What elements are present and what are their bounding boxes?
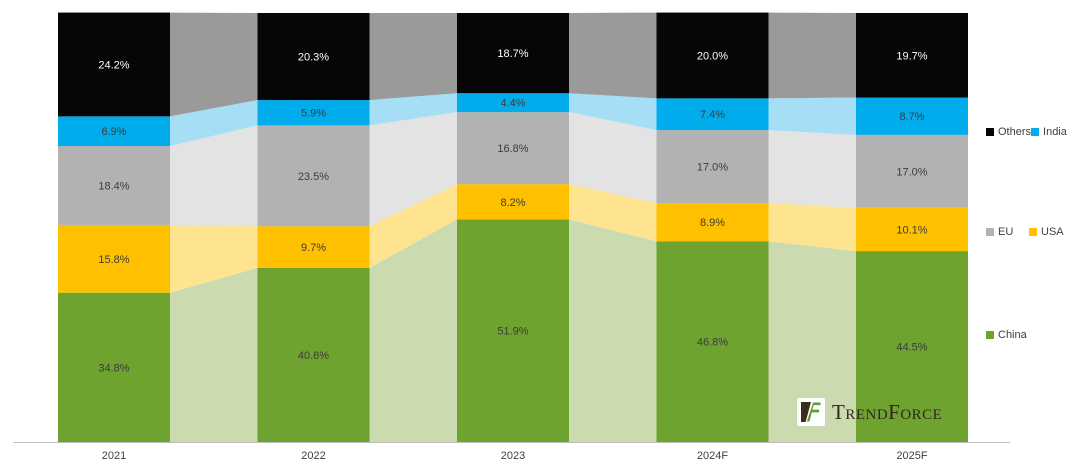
legend-swatch-eu bbox=[986, 228, 994, 236]
bar-segment-others-2021 bbox=[58, 12, 170, 117]
data-label-others-2023: 18.7% bbox=[497, 48, 528, 60]
flow-connector-china bbox=[369, 219, 457, 442]
bar-segment-china-2023 bbox=[457, 219, 569, 442]
legend-item-eu: EU bbox=[986, 226, 1029, 238]
data-label-india-2022: 5.9% bbox=[301, 108, 326, 120]
legend-item-china: China bbox=[986, 329, 1029, 341]
data-label-others-2025f: 19.7% bbox=[896, 50, 927, 62]
flow-connector-india bbox=[569, 93, 657, 131]
data-label-others-2024f: 20.0% bbox=[697, 50, 728, 62]
flow-connector-usa bbox=[569, 184, 657, 242]
bar-segment-usa-2021 bbox=[58, 224, 170, 293]
flow-connector-usa bbox=[768, 203, 856, 252]
data-label-india-2023: 4.4% bbox=[500, 98, 525, 110]
legend-label-usa: USA bbox=[1041, 226, 1064, 238]
legend-swatch-china bbox=[986, 331, 994, 339]
flow-connector-usa bbox=[170, 224, 258, 293]
bar-segment-usa-2025f bbox=[856, 207, 968, 252]
data-label-china-2025f: 44.5% bbox=[896, 342, 927, 354]
bar-segment-china-2021 bbox=[58, 292, 170, 442]
trendforce-logo-icon bbox=[797, 398, 825, 426]
data-label-india-2024f: 7.4% bbox=[700, 109, 725, 121]
data-label-china-2021: 34.8% bbox=[98, 362, 129, 374]
legend-swatch-usa bbox=[1029, 228, 1037, 236]
bar-segment-india-2021 bbox=[58, 116, 170, 146]
bar-segment-eu-2025f bbox=[856, 134, 968, 208]
legend-row-2: EU USA bbox=[986, 224, 1072, 240]
flow-connector-china bbox=[768, 241, 856, 442]
flow-connector-india bbox=[369, 93, 457, 126]
bar-segment-others-2024f bbox=[656, 12, 769, 99]
data-label-india-2021: 6.9% bbox=[101, 126, 126, 138]
data-label-eu-2024f: 17.0% bbox=[697, 162, 728, 174]
x-axis-label-2021: 2021 bbox=[102, 450, 126, 462]
bar-segment-others-2025f bbox=[856, 13, 968, 98]
bar-segment-eu-2021 bbox=[58, 145, 170, 225]
legend-item-india: India bbox=[1031, 126, 1074, 138]
bar-segment-usa-2022 bbox=[257, 226, 370, 268]
legend-row-1: Others India bbox=[986, 124, 1074, 140]
flow-connector-eu bbox=[768, 130, 856, 208]
flow-connector-others bbox=[369, 13, 457, 101]
data-label-others-2022: 20.3% bbox=[298, 52, 329, 64]
flow-connector-others bbox=[768, 12, 856, 99]
bar-segment-eu-2023 bbox=[457, 112, 569, 185]
bar-segment-china-2024f bbox=[656, 241, 769, 442]
data-label-china-2023: 51.9% bbox=[497, 326, 528, 338]
data-label-eu-2023: 16.8% bbox=[497, 143, 528, 155]
chart-legend: Others India EU USA China bbox=[986, 0, 1080, 471]
data-label-eu-2022: 23.5% bbox=[298, 171, 329, 183]
bar-segment-eu-2022 bbox=[257, 125, 370, 227]
data-label-others-2021: 24.2% bbox=[98, 59, 129, 71]
data-label-usa-2024f: 8.9% bbox=[700, 217, 725, 229]
legend-swatch-india bbox=[1031, 128, 1040, 136]
legend-item-usa: USA bbox=[1029, 226, 1072, 238]
x-axis-label-2024f: 2024F bbox=[697, 450, 728, 462]
bar-segment-others-2023 bbox=[457, 13, 569, 94]
legend-label-eu: EU bbox=[998, 226, 1014, 238]
data-label-india-2025f: 8.7% bbox=[899, 111, 924, 123]
legend-swatch-others bbox=[986, 128, 994, 136]
flow-connector-eu bbox=[369, 112, 457, 227]
bar-segment-china-2022 bbox=[257, 267, 370, 442]
bar-segment-india-2022 bbox=[257, 100, 370, 126]
flow-connector-eu bbox=[170, 125, 258, 227]
legend-row-3: China bbox=[986, 327, 1029, 343]
legend-label-china: China bbox=[998, 329, 1027, 341]
x-axis-label-2022: 2022 bbox=[301, 450, 325, 462]
bar-segment-others-2022 bbox=[257, 13, 370, 101]
data-label-usa-2025f: 10.1% bbox=[896, 224, 927, 236]
x-axis-label-2025f: 2025F bbox=[896, 450, 927, 462]
flow-connector-usa bbox=[369, 184, 457, 268]
data-label-eu-2021: 18.4% bbox=[98, 180, 129, 192]
flow-connector-china bbox=[569, 219, 657, 442]
data-label-china-2024f: 46.8% bbox=[697, 337, 728, 349]
legend-item-others: Others bbox=[986, 126, 1031, 138]
trendforce-logo: TrendForce bbox=[797, 398, 942, 426]
legend-label-others: Others bbox=[998, 126, 1032, 138]
bar-segment-usa-2024f bbox=[656, 203, 769, 242]
flow-connector-india bbox=[768, 97, 856, 135]
bar-segment-china-2025f bbox=[856, 251, 968, 442]
data-label-china-2022: 40.6% bbox=[298, 350, 329, 362]
bar-segment-eu-2024f bbox=[656, 130, 769, 204]
flow-connector-india bbox=[170, 100, 258, 146]
data-label-usa-2022: 9.7% bbox=[301, 242, 326, 254]
data-label-usa-2021: 15.8% bbox=[98, 254, 129, 266]
x-axis-label-2023: 2023 bbox=[501, 450, 525, 462]
bar-segment-india-2025f bbox=[856, 97, 968, 135]
bar-segment-india-2023 bbox=[457, 93, 569, 113]
flow-connector-others bbox=[569, 12, 657, 99]
bar-segment-usa-2023 bbox=[457, 184, 569, 220]
flow-connector-china bbox=[170, 267, 258, 442]
flow-connector-eu bbox=[569, 112, 657, 204]
flow-connector-others bbox=[170, 12, 258, 117]
bar-segment-india-2024f bbox=[656, 98, 769, 131]
trendforce-logo-text: TrendForce bbox=[832, 400, 943, 424]
data-label-eu-2025f: 17.0% bbox=[896, 166, 927, 178]
legend-label-india: India bbox=[1043, 126, 1067, 138]
data-label-usa-2023: 8.2% bbox=[500, 197, 525, 209]
